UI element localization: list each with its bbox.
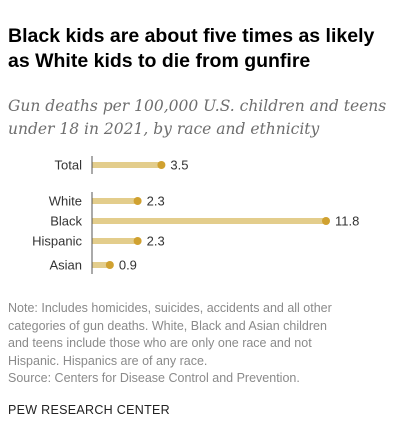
dot-hispanic	[133, 237, 142, 245]
value-label-white: 2.3	[147, 194, 165, 209]
value-label-asian: 0.9	[119, 258, 137, 273]
category-label-black: Black	[50, 214, 82, 229]
dot-asian	[105, 261, 114, 269]
dot-black	[322, 217, 330, 225]
note-line: Hispanic. Hispanics are of any race.	[8, 353, 208, 368]
bar-total	[92, 162, 162, 168]
value-label-black: 11.8	[335, 214, 359, 229]
chart-note: Note: Includes homicides, suicides, acci…	[8, 300, 400, 388]
category-label-total: Total	[55, 158, 83, 173]
note-line: and teens include those who are only one…	[8, 336, 312, 350]
value-label-hispanic: 2.3	[147, 234, 165, 249]
dot-total	[157, 161, 166, 169]
chart-subtitle: Gun deaths per 100,000 U.S. children and…	[8, 97, 387, 138]
note-line: Note: Includes homicides, suicides, acci…	[8, 301, 332, 315]
bar-asian	[92, 262, 110, 268]
bar-white	[92, 198, 138, 204]
dot-white	[133, 197, 142, 205]
category-label-asian: Asian	[49, 258, 82, 273]
source-line: Source: Centers for Disease Control and …	[8, 371, 300, 385]
bar-hispanic	[92, 238, 138, 244]
bar-black	[92, 218, 326, 224]
value-label-total: 3.5	[170, 158, 188, 173]
brand-logo-text: PEW RESEARCH CENTER	[8, 403, 170, 417]
note-line: categories of gun deaths. White, Black a…	[8, 318, 327, 333]
bar-chart: Total 3.5 White 2.3 Black 11.8 Hispanic 2.3 Asia…	[32, 156, 359, 274]
category-label-hispanic: Hispanic	[32, 234, 82, 249]
category-label-white: White	[49, 194, 82, 209]
chart-title: Black kids are about five times as likel…	[8, 25, 375, 72]
